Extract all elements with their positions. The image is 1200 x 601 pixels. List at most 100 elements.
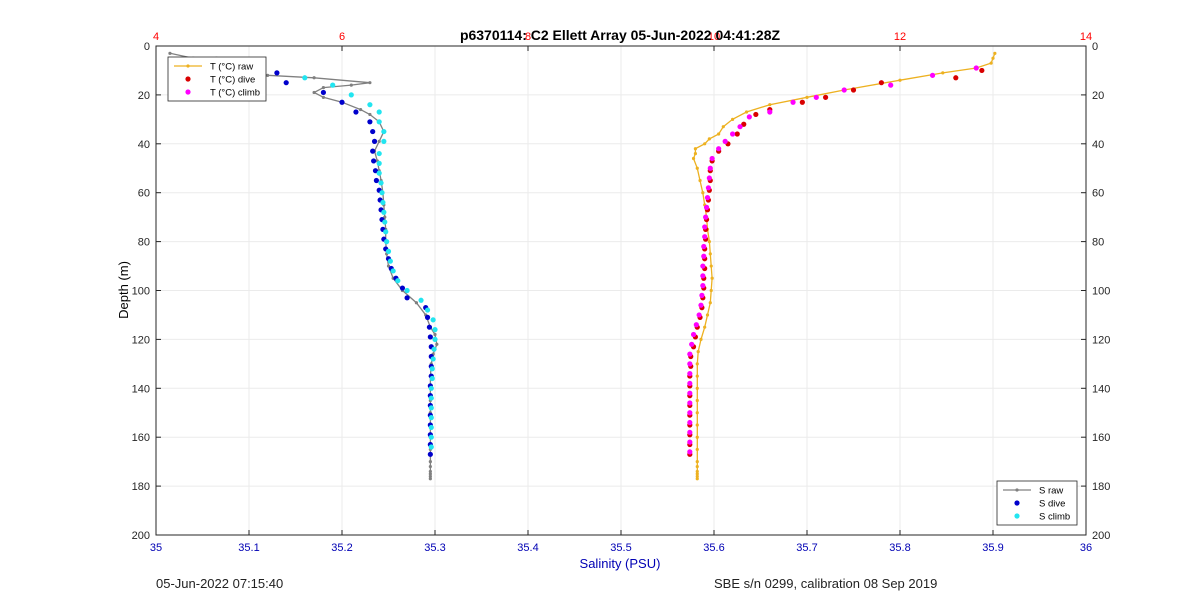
legend-entry: S raw bbox=[1039, 486, 1063, 497]
data-point bbox=[707, 165, 713, 171]
data-point bbox=[704, 194, 711, 201]
data-point bbox=[709, 264, 713, 268]
data-point bbox=[381, 128, 387, 135]
data-point bbox=[695, 362, 699, 366]
data-point bbox=[695, 469, 699, 474]
data-point bbox=[370, 128, 376, 135]
data-point bbox=[701, 253, 707, 259]
data-point bbox=[414, 301, 418, 305]
x-tick-label: 35.9 bbox=[982, 542, 1003, 554]
data-point bbox=[380, 199, 386, 206]
y-tick-label: 200 bbox=[132, 530, 150, 542]
data-point bbox=[376, 170, 382, 176]
series-line-s-raw bbox=[169, 52, 438, 479]
data-point bbox=[705, 185, 712, 191]
x-tick-label: 35 bbox=[150, 542, 162, 554]
x2-tick-label: 6 bbox=[339, 31, 345, 43]
data-point bbox=[321, 85, 325, 90]
legend-swatch-marker bbox=[186, 64, 190, 68]
data-point bbox=[709, 288, 713, 293]
data-point bbox=[734, 131, 740, 137]
data-point bbox=[746, 114, 752, 120]
data-point bbox=[878, 80, 885, 86]
data-point bbox=[979, 67, 985, 74]
data-point bbox=[428, 405, 434, 411]
data-point bbox=[695, 386, 699, 390]
data-point bbox=[428, 395, 434, 401]
data-point bbox=[428, 424, 434, 431]
data-point bbox=[693, 322, 699, 328]
legend-swatch-marker bbox=[1014, 500, 1020, 506]
data-point bbox=[703, 204, 710, 210]
data-point bbox=[695, 398, 699, 403]
data-point bbox=[168, 51, 172, 55]
data-point bbox=[371, 158, 377, 164]
data-point bbox=[687, 439, 693, 445]
data-point bbox=[385, 248, 392, 254]
data-point bbox=[428, 444, 434, 450]
data-point bbox=[428, 474, 432, 478]
data-point bbox=[744, 110, 749, 114]
data-point bbox=[898, 78, 902, 82]
data-point bbox=[371, 138, 378, 144]
data-point bbox=[687, 429, 693, 435]
legend-swatch-marker bbox=[185, 89, 191, 95]
data-point bbox=[731, 117, 735, 121]
data-point bbox=[700, 263, 706, 269]
x-tick-label: 35.8 bbox=[889, 542, 910, 554]
data-point bbox=[989, 61, 993, 65]
data-point bbox=[687, 449, 693, 455]
data-point bbox=[687, 361, 693, 367]
legend-entry: T (°C) climb bbox=[210, 88, 260, 99]
data-point bbox=[427, 334, 433, 340]
data-point bbox=[707, 137, 711, 141]
series-line-t-c-raw bbox=[692, 53, 996, 479]
data-point bbox=[721, 125, 725, 129]
x2-tick-label: 12 bbox=[894, 31, 906, 43]
data-point bbox=[695, 477, 699, 481]
data-point bbox=[687, 419, 693, 426]
series-t-c-climb bbox=[687, 65, 979, 455]
data-point bbox=[695, 447, 699, 452]
data-point bbox=[428, 434, 434, 440]
data-point bbox=[687, 371, 693, 377]
data-point bbox=[381, 138, 387, 144]
data-point bbox=[695, 166, 699, 170]
data-point bbox=[753, 111, 759, 118]
data-point bbox=[348, 92, 354, 98]
data-point bbox=[991, 56, 995, 60]
data-point bbox=[376, 119, 382, 125]
legend-top-left: T (°C) raw T (°C) dive T (°C) climb bbox=[167, 56, 267, 102]
y-tick-label-right: 60 bbox=[1092, 188, 1104, 200]
y-axis-label: Depth (m) bbox=[116, 261, 131, 319]
y-tick-label: 20 bbox=[138, 90, 150, 102]
data-point bbox=[741, 121, 747, 127]
data-point bbox=[349, 83, 353, 87]
x-tick-label: 35.2 bbox=[331, 542, 352, 554]
data-point bbox=[378, 180, 384, 186]
data-point bbox=[274, 70, 280, 76]
data-point bbox=[698, 178, 702, 183]
y-tick-label: 40 bbox=[138, 139, 150, 151]
data-point bbox=[696, 350, 700, 354]
x-tick-label: 35.7 bbox=[796, 542, 817, 554]
y-tick-label-right: 180 bbox=[1092, 481, 1110, 493]
y-tick-label-right: 140 bbox=[1092, 383, 1110, 395]
series-s-climb bbox=[246, 65, 438, 450]
series bbox=[168, 51, 997, 481]
x-tick-label: 35.1 bbox=[238, 542, 259, 554]
data-point bbox=[373, 177, 380, 184]
data-point bbox=[929, 72, 936, 78]
data-point bbox=[404, 287, 410, 294]
legend-box bbox=[996, 480, 1078, 526]
data-point bbox=[428, 464, 432, 469]
data-point bbox=[429, 366, 435, 372]
data-point bbox=[424, 314, 431, 320]
data-point bbox=[368, 112, 372, 117]
data-point bbox=[430, 317, 436, 323]
data-point bbox=[687, 400, 693, 406]
legend-box bbox=[167, 56, 267, 102]
data-point bbox=[700, 273, 706, 279]
x-tick-label: 36 bbox=[1080, 542, 1092, 554]
